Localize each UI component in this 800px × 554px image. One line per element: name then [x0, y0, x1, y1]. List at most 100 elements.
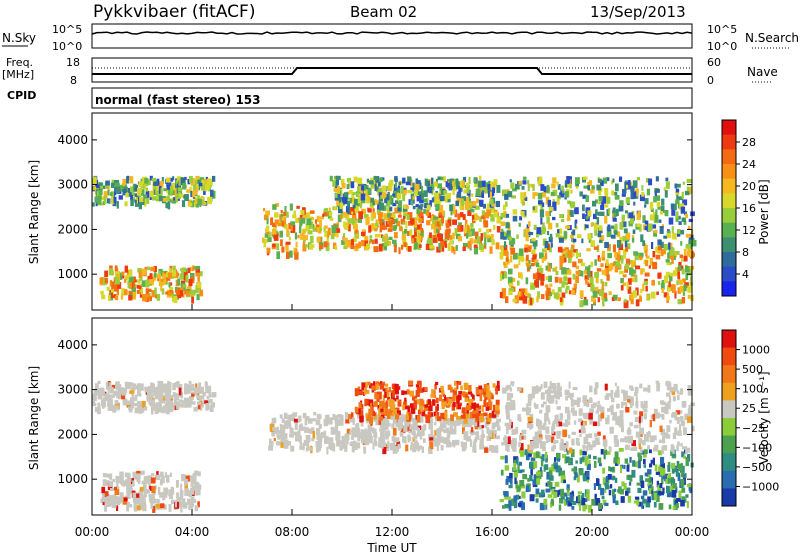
echo-cell	[555, 271, 559, 276]
echo-cell	[292, 412, 297, 417]
echo-cell	[315, 419, 321, 426]
echo-cell	[456, 396, 460, 404]
echo-cell	[452, 180, 455, 186]
echo-cell	[324, 415, 330, 422]
echo-cell	[624, 298, 627, 303]
echo-cell	[385, 425, 389, 430]
echo-cell	[449, 183, 453, 190]
echo-cell	[109, 289, 113, 293]
echo-cell	[144, 178, 149, 184]
echo-cell	[443, 238, 448, 242]
echo-cell	[160, 188, 163, 196]
echo-cell	[129, 382, 134, 387]
nsky-label: N.Sky	[2, 31, 36, 45]
echo-cell	[643, 387, 648, 392]
echo-cell	[387, 228, 393, 232]
x-tick-label: 20:00	[575, 525, 610, 539]
echo-cell	[439, 436, 444, 443]
echo-cell	[279, 414, 283, 419]
echo-cell	[643, 449, 648, 454]
echo-cell	[491, 183, 496, 191]
echo-cell	[604, 281, 608, 287]
echo-cell	[410, 441, 413, 449]
echo-cell	[565, 182, 571, 188]
echo-cell	[286, 251, 290, 259]
echo-cell	[503, 244, 508, 253]
echo-cell	[333, 232, 337, 237]
echo-cell	[587, 185, 590, 190]
echo-cell	[289, 427, 294, 434]
echo-cell	[302, 442, 305, 451]
echo-cell	[669, 253, 675, 260]
echo-cell	[382, 388, 386, 392]
echo-cell	[149, 485, 152, 491]
echo-cell	[294, 423, 298, 430]
echo-cell	[434, 422, 437, 426]
echo-cell	[678, 279, 684, 285]
echo-cell	[640, 495, 645, 500]
echo-cell	[370, 213, 374, 221]
echo-cell	[335, 193, 340, 198]
echo-cell	[613, 261, 617, 266]
echo-cell	[645, 178, 650, 183]
echo-cell	[189, 396, 193, 405]
echo-cell	[149, 296, 152, 302]
echo-cell	[557, 229, 560, 235]
echo-cell	[193, 407, 198, 412]
echo-cell	[589, 277, 594, 286]
echo-cell	[551, 426, 555, 434]
echo-cell	[202, 201, 207, 206]
echo-cell	[373, 432, 378, 438]
echo-cell	[181, 474, 186, 482]
echo-cell	[127, 493, 131, 499]
echo-cell	[544, 241, 549, 249]
echo-cell	[111, 281, 115, 289]
echo-cell	[556, 388, 561, 396]
echo-cell	[467, 209, 472, 216]
echo-cell	[469, 399, 474, 405]
echo-cell	[617, 420, 621, 426]
echo-cell	[403, 216, 406, 220]
echo-cell	[517, 291, 523, 299]
echo-cell	[180, 391, 183, 399]
colorbar-segment	[722, 149, 736, 165]
echo-cell	[148, 385, 152, 390]
echo-cell	[506, 384, 511, 390]
y-tick-label: 4000	[57, 338, 88, 352]
echo-cell	[363, 433, 369, 442]
echo-cell	[447, 420, 450, 426]
echo-cell	[598, 421, 601, 427]
echo-cell	[680, 479, 685, 487]
echo-cell	[600, 487, 605, 496]
echo-cell	[130, 186, 134, 193]
echo-cell	[518, 259, 521, 266]
echo-cell	[618, 415, 622, 422]
echo-cell	[634, 461, 639, 468]
echo-cell	[506, 401, 511, 409]
echo-cell	[573, 399, 578, 405]
echo-cell	[597, 414, 602, 422]
echo-cell	[451, 245, 454, 253]
echo-cell	[557, 430, 562, 436]
echo-cell	[542, 202, 545, 207]
echo-cell	[636, 223, 641, 227]
echo-cell	[434, 383, 437, 390]
echo-cell	[167, 272, 173, 279]
echo-cell	[613, 226, 617, 234]
colorbar-segment	[722, 365, 736, 384]
echo-cell	[639, 427, 644, 435]
echo-cell	[680, 241, 683, 246]
echo-cell	[282, 428, 286, 436]
echo-cell	[477, 424, 483, 430]
colorbar-segment	[722, 134, 736, 150]
echo-cell	[555, 400, 558, 405]
echo-cell	[402, 194, 406, 202]
echo-cell	[142, 294, 147, 302]
echo-cell	[408, 436, 412, 441]
echo-cell	[447, 243, 451, 251]
echo-cell	[350, 207, 355, 215]
echo-cell	[531, 257, 536, 263]
echo-cell	[492, 187, 495, 193]
echo-cell	[407, 434, 411, 439]
echo-cell	[456, 191, 462, 198]
